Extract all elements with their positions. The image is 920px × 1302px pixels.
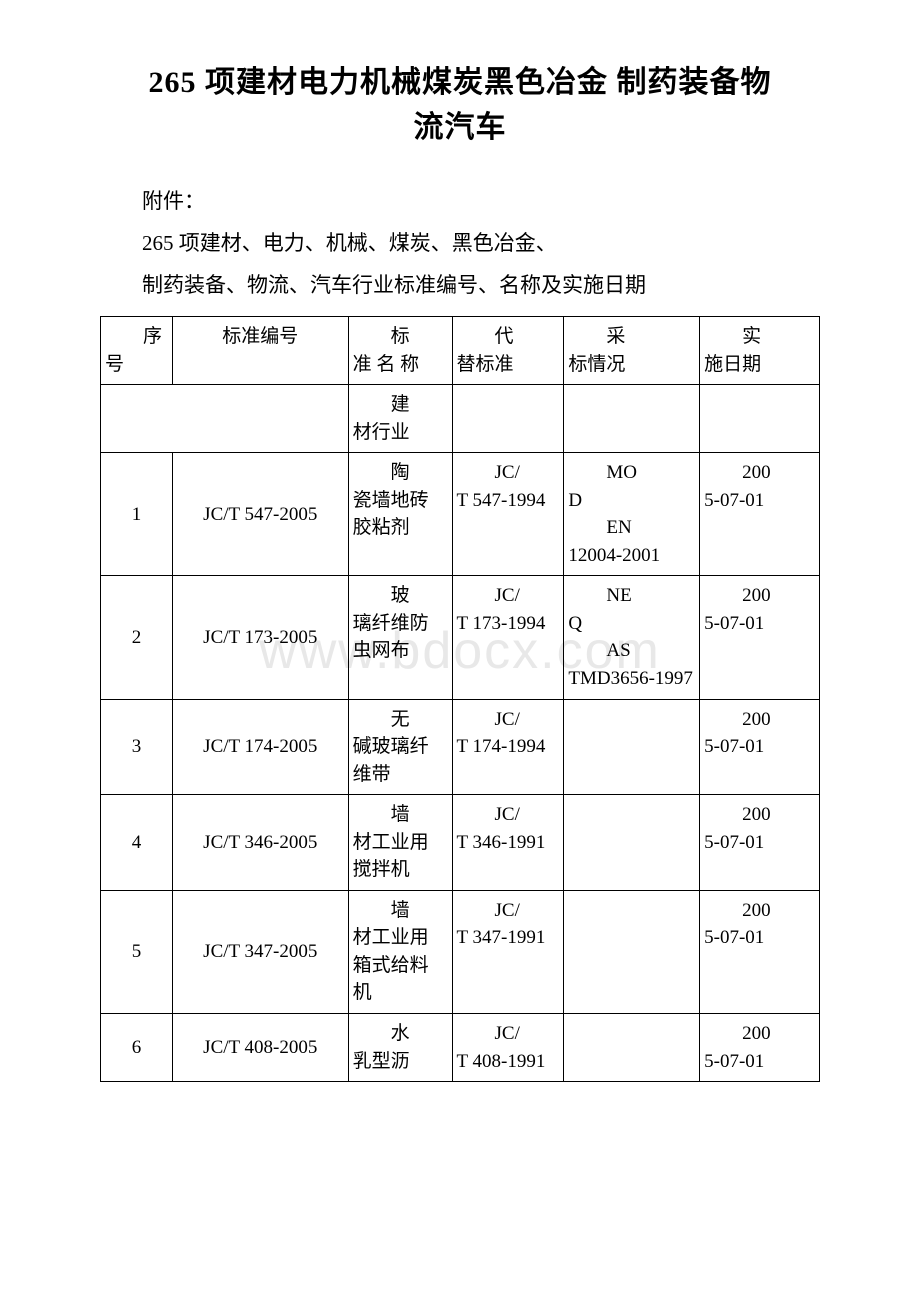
- cell-seq: 6: [101, 1014, 173, 1082]
- header-adopt: 采 标情况: [564, 317, 700, 385]
- cell-name: 陶瓷墙地砖胶粘剂: [348, 453, 452, 576]
- cell-code: JC/T 347-2005: [172, 890, 348, 1013]
- title-line-2: 流汽车: [414, 111, 507, 144]
- cell-name: 无碱玻璃纤维带: [348, 699, 452, 795]
- section-empty: [101, 385, 349, 453]
- cell-repl: JC/T 347-1991: [452, 890, 564, 1013]
- cell-code: JC/T 173-2005: [172, 576, 348, 699]
- section-row: 建 材行业: [101, 385, 820, 453]
- cell-date: 2005-07-01: [700, 1014, 820, 1082]
- header-name: 标 准 名 称: [348, 317, 452, 385]
- cell-code: JC/T 547-2005: [172, 453, 348, 576]
- cell-name: 水乳型沥: [348, 1014, 452, 1082]
- cell-adopt: [564, 890, 700, 1013]
- cell-seq: 5: [101, 890, 173, 1013]
- cell-code: JC/T 408-2005: [172, 1014, 348, 1082]
- cell-date: 2005-07-01: [700, 699, 820, 795]
- intro-block: 附件： 265 项建材、电力、机械、煤炭、黑色冶金、 制药装备、物流、汽车行业标…: [100, 180, 820, 306]
- table-row: 6 JC/T 408-2005 水乳型沥 JC/T 408-1991 2005-…: [101, 1014, 820, 1082]
- cell-name: 墙材工业用箱式给料机: [348, 890, 452, 1013]
- intro-attachment: 附件：: [100, 180, 820, 222]
- table-row: 1 JC/T 547-2005 陶瓷墙地砖胶粘剂 JC/T 547-1994 M…: [101, 453, 820, 576]
- cell-repl: JC/T 174-1994: [452, 699, 564, 795]
- cell-code: JC/T 174-2005: [172, 699, 348, 795]
- header-seq: 序 号: [101, 317, 173, 385]
- cell-seq: 1: [101, 453, 173, 576]
- table-row: 3 JC/T 174-2005 无碱玻璃纤维带 JC/T 174-1994 20…: [101, 699, 820, 795]
- table-row: 2 JC/T 173-2005 玻璃纤维防虫网布 JC/T 173-1994 N…: [101, 576, 820, 699]
- header-repl: 代 替标准: [452, 317, 564, 385]
- cell-adopt: MOD EN12004-2001: [564, 453, 700, 576]
- cell-name: 玻璃纤维防虫网布: [348, 576, 452, 699]
- section-empty-2: [452, 385, 564, 453]
- cell-seq: 4: [101, 795, 173, 891]
- intro-line-2: 制药装备、物流、汽车行业标准编号、名称及实施日期: [100, 264, 820, 306]
- cell-date: 2005-07-01: [700, 576, 820, 699]
- intro-line-1: 265 项建材、电力、机械、煤炭、黑色冶金、: [100, 222, 820, 264]
- cell-adopt: [564, 795, 700, 891]
- cell-repl: JC/T 547-1994: [452, 453, 564, 576]
- cell-code: JC/T 346-2005: [172, 795, 348, 891]
- section-label: 建 材行业: [348, 385, 452, 453]
- cell-seq: 2: [101, 576, 173, 699]
- header-date: 实 施日期: [700, 317, 820, 385]
- cell-repl: JC/T 346-1991: [452, 795, 564, 891]
- cell-adopt: [564, 1014, 700, 1082]
- cell-adopt: [564, 699, 700, 795]
- cell-repl: JC/T 408-1991: [452, 1014, 564, 1082]
- cell-repl: JC/T 173-1994: [452, 576, 564, 699]
- header-code: 标准编号: [172, 317, 348, 385]
- cell-adopt: NEQ ASTMD3656-1997: [564, 576, 700, 699]
- page-content: 265 项建材电力机械煤炭黑色冶金 制药装备物 流汽车 附件： 265 项建材、…: [100, 60, 820, 1082]
- table-row: 4 JC/T 346-2005 墙材工业用搅拌机 JC/T 346-1991 2…: [101, 795, 820, 891]
- cell-date: 2005-07-01: [700, 795, 820, 891]
- table-header-row: 序 号 标准编号 标 准 名 称 代 替标准 采 标情况 实 施日期: [101, 317, 820, 385]
- standards-table: 序 号 标准编号 标 准 名 称 代 替标准 采 标情况 实 施日期: [100, 316, 820, 1082]
- section-empty-3: [564, 385, 700, 453]
- table-row: 5 JC/T 347-2005 墙材工业用箱式给料机 JC/T 347-1991…: [101, 890, 820, 1013]
- page-title: 265 项建材电力机械煤炭黑色冶金 制药装备物 流汽车: [100, 60, 820, 150]
- cell-date: 2005-07-01: [700, 453, 820, 576]
- cell-name: 墙材工业用搅拌机: [348, 795, 452, 891]
- cell-date: 2005-07-01: [700, 890, 820, 1013]
- cell-seq: 3: [101, 699, 173, 795]
- title-line-1: 265 项建材电力机械煤炭黑色冶金 制药装备物: [149, 66, 772, 99]
- section-empty-4: [700, 385, 820, 453]
